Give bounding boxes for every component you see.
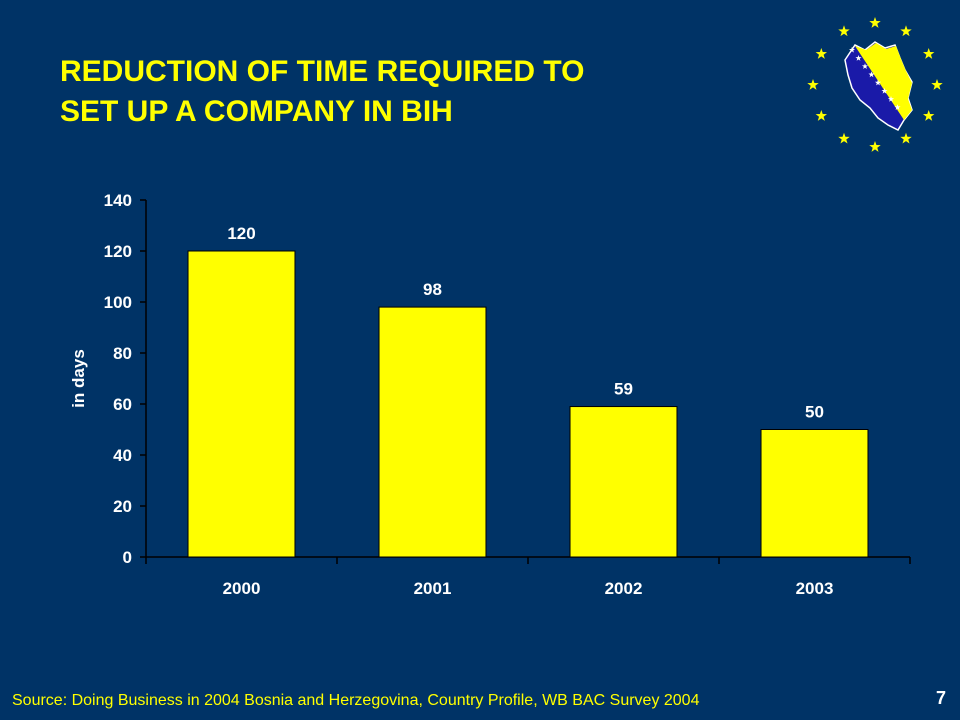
source-note: Source: Doing Business in 2004 Bosnia an… [12, 692, 700, 709]
eu-star-icon [869, 17, 881, 28]
eu-star-icon [838, 25, 850, 37]
flag-star-icon [855, 55, 862, 61]
y-tick-label: 40 [113, 446, 132, 465]
eu-star-icon [922, 48, 935, 59]
eu-stars-ring [807, 17, 943, 152]
eu-star-icon [869, 141, 881, 152]
flag-star-icon [894, 104, 901, 110]
x-tick-label: 2001 [414, 579, 452, 598]
y-tick-label: 100 [104, 293, 132, 312]
bih-flag-stars [848, 46, 901, 110]
bar-2002 [569, 406, 678, 558]
bar-value-label: 59 [614, 380, 633, 399]
y-tick-label: 60 [113, 395, 132, 414]
eu-star-icon [931, 79, 943, 90]
bar-2001 [378, 306, 487, 558]
bar-value-label: 50 [805, 403, 824, 422]
y-tick-label: 20 [113, 497, 132, 516]
eu-star-icon [838, 132, 850, 144]
y-tick-label: 120 [104, 242, 132, 261]
flag-star-icon [874, 79, 882, 86]
flag-star-icon [881, 87, 888, 94]
bar-value-label: 120 [227, 224, 255, 243]
x-tick-label: 2000 [223, 579, 261, 598]
bar-value-label: 98 [423, 280, 442, 299]
bar-chart: 0 20 40 60 80 100 120 140 in days 120 2000 98 2001 59… [69, 191, 911, 598]
flag-star-icon [887, 96, 895, 102]
eu-star-icon [815, 48, 828, 59]
y-tick-label: 80 [113, 344, 132, 363]
slide-title: REDUCTION OF TIME REQUIRED TO SET UP A C… [60, 52, 740, 132]
page-number: 7 [935, 688, 946, 708]
bih-flag-triangle [855, 43, 912, 120]
y-axis-label: in days [69, 349, 88, 408]
flag-star-icon [848, 46, 856, 53]
eu-star-icon [807, 79, 819, 90]
eu-star-icon [922, 110, 935, 121]
x-tick-label: 2003 [796, 579, 834, 598]
bar-2000 [187, 250, 296, 558]
y-tick-label: 140 [104, 191, 132, 210]
x-tick-label: 2002 [605, 579, 643, 598]
slide-title-line-1: REDUCTION OF TIME REQUIRED TO [60, 55, 585, 88]
eu-stars-bih-map-icon [807, 17, 943, 152]
y-tick-label: 0 [123, 548, 132, 567]
flag-star-icon [861, 63, 869, 69]
eu-star-icon [815, 110, 828, 121]
slide-title-line-2: SET UP A COMPANY IN BIH [60, 95, 453, 128]
flag-star-icon [868, 71, 875, 78]
eu-star-icon [900, 25, 912, 37]
bar-2003 [760, 429, 869, 558]
eu-star-icon [900, 132, 912, 144]
